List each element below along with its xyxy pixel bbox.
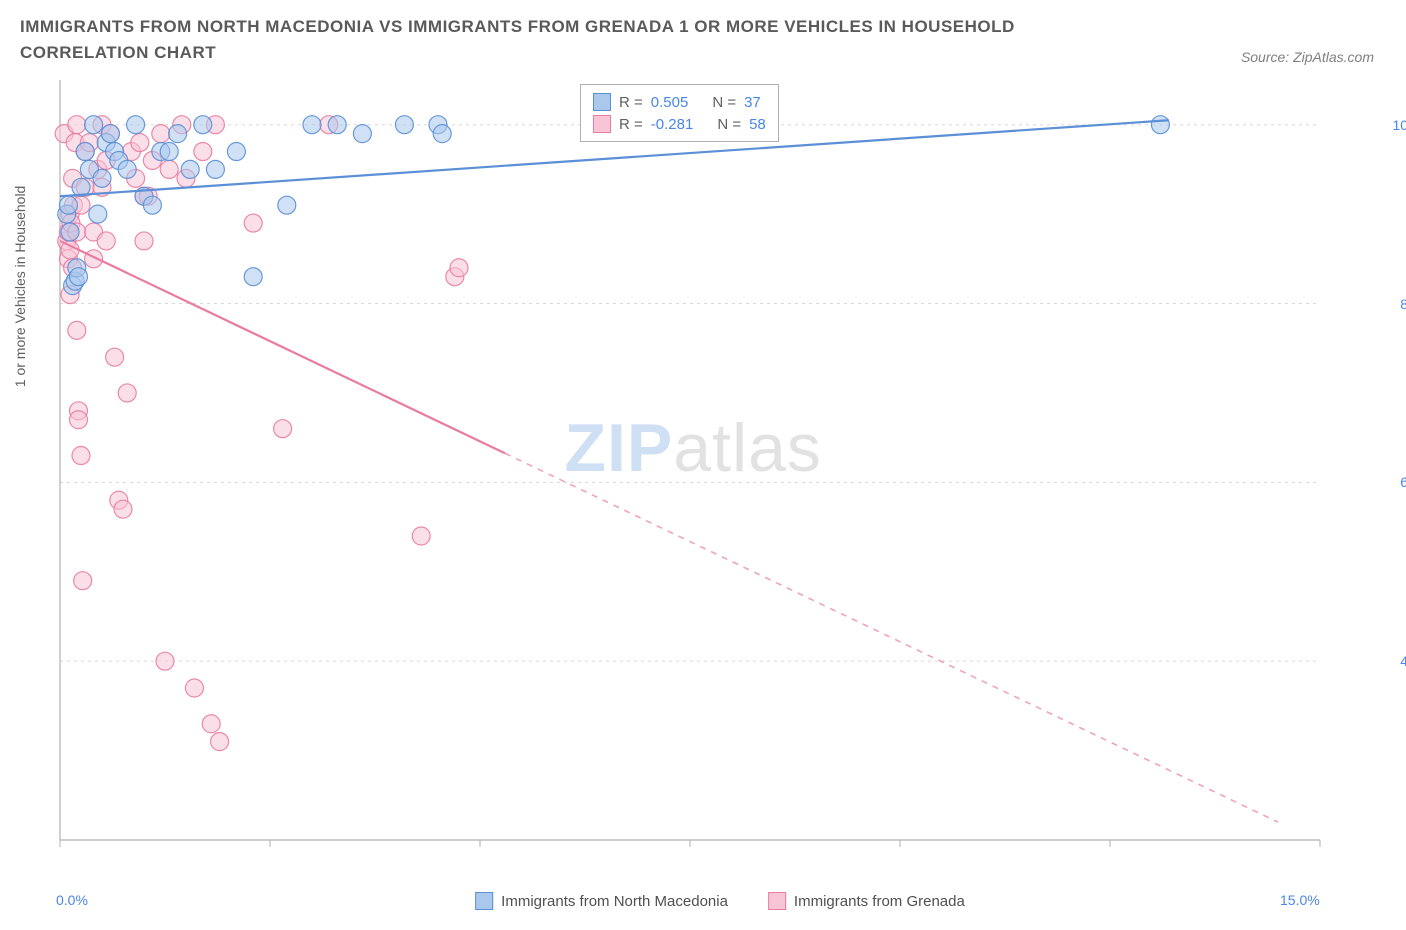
- source-attribution: Source: ZipAtlas.com: [1241, 49, 1386, 65]
- legend-label-a: Immigrants from North Macedonia: [501, 893, 728, 910]
- legend-item-series-b: Immigrants from Grenada: [768, 892, 965, 910]
- y-tick-label: 40.0%: [1400, 653, 1406, 669]
- r-value-a: 0.505: [651, 94, 689, 111]
- legend-row-series-b: R = -0.281 N = 58: [593, 113, 766, 135]
- x-tick-label: 15.0%: [1280, 892, 1320, 908]
- n-value-a: 37: [744, 94, 761, 111]
- legend-item-series-a: Immigrants from North Macedonia: [475, 892, 728, 910]
- swatch-series-b: [593, 115, 611, 133]
- y-axis-label: 1 or more Vehicles in Household: [12, 186, 28, 388]
- swatch-series-b: [768, 892, 786, 910]
- x-tick-label: 0.0%: [56, 892, 88, 908]
- legend-row-series-a: R = 0.505 N = 37: [593, 91, 766, 113]
- y-tick-label: 80.0%: [1400, 296, 1406, 312]
- y-tick-label: 100.0%: [1393, 117, 1406, 133]
- swatch-series-a: [475, 892, 493, 910]
- swatch-series-a: [593, 93, 611, 111]
- chart-title: IMMIGRANTS FROM NORTH MACEDONIA VS IMMIG…: [20, 14, 1120, 65]
- n-value-b: 58: [749, 116, 766, 133]
- chart-area: 1 or more Vehicles in Household ZIPatlas…: [50, 80, 1390, 880]
- r-value-b: -0.281: [651, 116, 694, 133]
- r-label: R =: [619, 116, 643, 133]
- n-label: N =: [717, 116, 741, 133]
- y-tick-label: 60.0%: [1400, 474, 1406, 490]
- scatter-plot: [50, 80, 1390, 880]
- r-label: R =: [619, 94, 643, 111]
- series-legend: Immigrants from North Macedonia Immigran…: [475, 892, 965, 910]
- chart-header: IMMIGRANTS FROM NORTH MACEDONIA VS IMMIG…: [0, 0, 1406, 73]
- legend-label-b: Immigrants from Grenada: [794, 893, 965, 910]
- n-label: N =: [712, 94, 736, 111]
- correlation-legend: R = 0.505 N = 37 R = -0.281 N = 58: [580, 84, 779, 142]
